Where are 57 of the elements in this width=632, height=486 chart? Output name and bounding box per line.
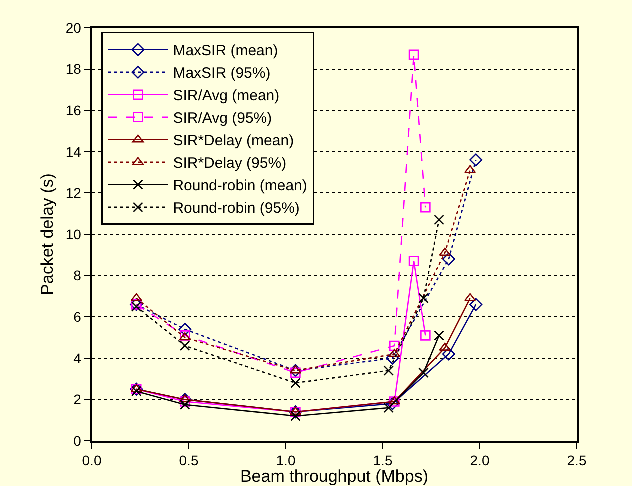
y-tick-label: 6: [74, 309, 82, 325]
y-tick-label: 8: [74, 268, 82, 284]
point: [386, 352, 400, 365]
point: [289, 364, 302, 378]
point: [180, 396, 190, 407]
point: [408, 256, 420, 266]
point: [130, 384, 142, 392]
legend-label: Round-robin (mean): [173, 178, 308, 195]
x-tick-label: 2.0: [470, 452, 490, 469]
legend-label: MaxSIR (95%): [173, 65, 271, 82]
y-tick-label: 16: [66, 102, 82, 118]
point: [470, 154, 483, 167]
legend-label: Round-robin (95%): [173, 200, 300, 218]
point: [386, 397, 400, 410]
point: [388, 349, 400, 358]
point: [384, 402, 394, 414]
point: [408, 50, 420, 60]
point: [470, 298, 483, 312]
y-tick-label: 20: [66, 20, 82, 36]
y-tick-label: 0: [74, 432, 82, 449]
point: [434, 214, 444, 226]
point: [420, 330, 431, 341]
y-tick-label: 4: [74, 350, 82, 366]
point: [439, 342, 451, 351]
legend-label: MaxSIR (mean): [173, 42, 278, 60]
point: [439, 248, 451, 256]
point: [178, 322, 192, 336]
point: [290, 368, 301, 378]
point: [442, 252, 456, 266]
point: [418, 368, 429, 378]
point: [130, 293, 142, 302]
x-axis-title: Beam throughput (Mbps): [240, 467, 429, 486]
y-tick-label: 12: [66, 185, 82, 202]
y-axis-title: Packet delay (s): [38, 174, 57, 296]
x-tick-label: 2.5: [567, 452, 587, 469]
legend-label: SIR*Delay (mean): [173, 132, 294, 150]
x-tick-label: 1.0: [276, 452, 296, 469]
point: [290, 378, 301, 388]
point: [179, 394, 191, 403]
point: [384, 366, 394, 376]
y-tick-label: 18: [66, 61, 82, 78]
legend-label: SIR/Avg (95%): [173, 110, 272, 128]
point: [434, 330, 444, 341]
point: [389, 340, 400, 352]
x-tick-label: 0.0: [82, 452, 102, 469]
point: [180, 400, 190, 410]
point: [180, 340, 190, 352]
point: [420, 202, 431, 213]
point: [442, 348, 456, 361]
legend-label: SIR/Avg (mean): [173, 88, 280, 105]
point: [418, 293, 429, 304]
y-tick-label: 2: [74, 392, 82, 408]
y-tick-label: 14: [66, 144, 82, 160]
x-tick-label: 1.5: [373, 452, 393, 469]
y-tick-label: 10: [66, 226, 82, 242]
legend-label: SIR*Delay (95%): [173, 155, 287, 172]
x-tick-label: 0.5: [179, 452, 199, 469]
